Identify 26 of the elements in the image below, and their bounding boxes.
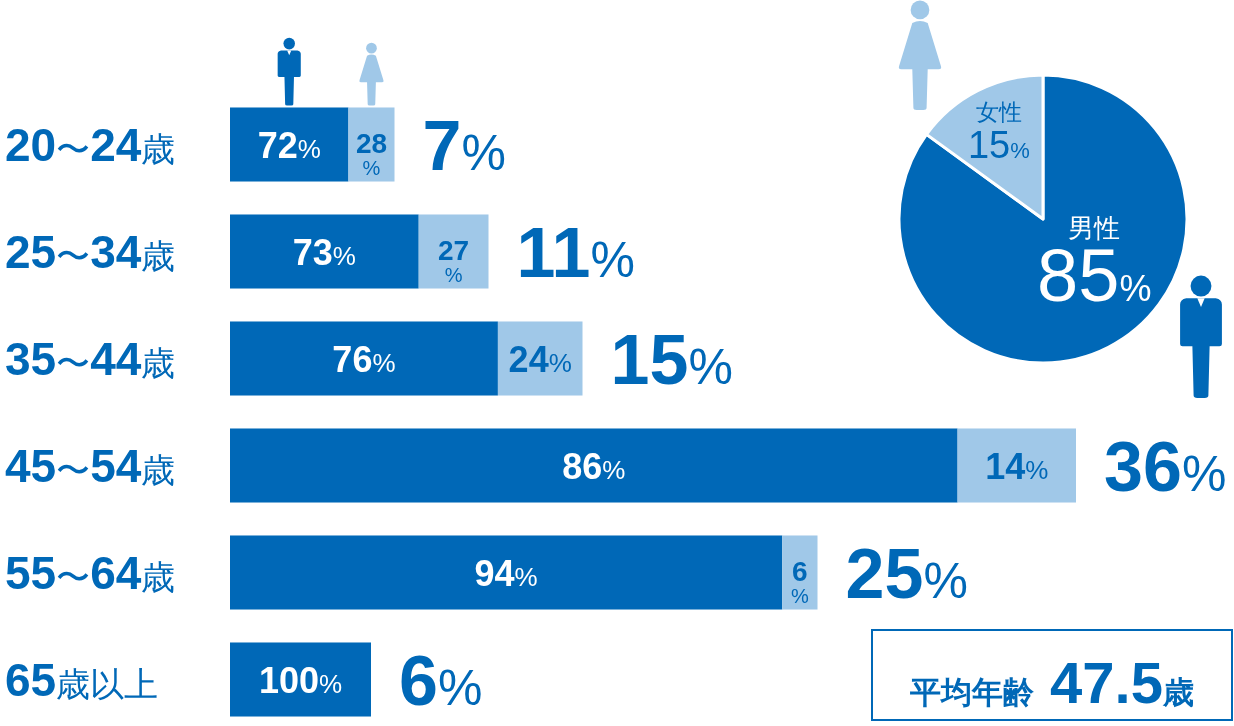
pie-slice bbox=[897, 73, 1189, 365]
annotation: 25% bbox=[845, 534, 968, 613]
data-label: 72% bbox=[257, 124, 321, 166]
y-tick-label: 20〜24歳 bbox=[5, 118, 176, 171]
annotation: 6% bbox=[399, 641, 483, 720]
annotation: 7% bbox=[422, 106, 506, 185]
data-label: 15% bbox=[967, 124, 1030, 167]
data-label: 28% bbox=[355, 127, 388, 179]
data-label: 24% bbox=[508, 338, 572, 380]
y-tick-label: 55〜64歳 bbox=[5, 546, 176, 599]
annotation: 15% bbox=[610, 320, 733, 399]
data-label: 73% bbox=[292, 231, 356, 273]
data-label: 100% bbox=[258, 659, 343, 701]
data-label: 6% bbox=[790, 555, 809, 607]
data-label: 94% bbox=[474, 552, 538, 594]
data-label: 86% bbox=[562, 445, 626, 487]
data-label: 76% bbox=[332, 338, 396, 380]
y-tick-label: 45〜54歳 bbox=[5, 439, 176, 492]
y-tick-label: 35〜44歳 bbox=[5, 332, 176, 385]
text: 36% bbox=[1104, 427, 1227, 506]
data-label: 14% bbox=[985, 445, 1049, 487]
slice-label: 女性 bbox=[975, 99, 1022, 126]
y-tick-label: 65歳以上 bbox=[5, 653, 159, 706]
annotation: 11% bbox=[516, 213, 635, 292]
data-label: 27% bbox=[438, 234, 470, 286]
y-tick-label: 25〜34歳 bbox=[5, 225, 176, 278]
